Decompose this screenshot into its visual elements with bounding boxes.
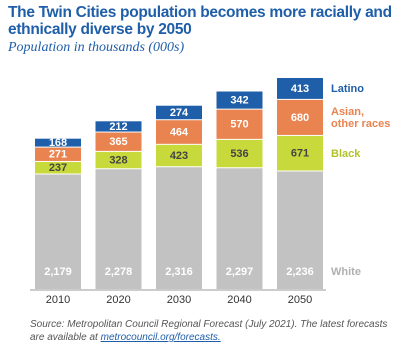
value-label: 464 — [170, 126, 189, 138]
x-tick-label: 2040 — [227, 294, 251, 306]
legend-label: Latino — [331, 82, 364, 95]
value-label: 2,278 — [105, 266, 133, 278]
bar-segment — [216, 168, 263, 289]
value-label: 2,297 — [226, 266, 254, 278]
value-label: 365 — [109, 136, 127, 148]
bar-segment — [277, 135, 323, 171]
bar-segment — [156, 167, 202, 289]
value-label: 237 — [49, 162, 67, 174]
bar-segment — [156, 144, 202, 167]
value-label: 2,316 — [165, 266, 193, 278]
bar-segment — [156, 105, 202, 120]
bar-segment — [277, 99, 323, 135]
bar-segment — [95, 132, 142, 151]
value-label: 342 — [230, 94, 248, 106]
bar-segment — [35, 174, 81, 289]
value-label: 570 — [230, 119, 248, 131]
chart-subtitle: Population in thousands (000s) — [8, 40, 185, 55]
value-label: 423 — [170, 150, 188, 162]
legend-label: White — [331, 266, 361, 278]
x-tick-label: 2050 — [288, 294, 312, 306]
value-label: 2,179 — [44, 266, 72, 278]
source-link[interactable]: metrocouncil.org/forecasts. — [100, 332, 221, 343]
value-label: 274 — [170, 107, 189, 119]
bar-segment — [95, 121, 142, 132]
value-label: 271 — [49, 149, 67, 161]
value-label: 212 — [109, 121, 127, 133]
bar-segment — [216, 109, 263, 139]
bar-segment — [277, 171, 323, 289]
bar-segment — [35, 147, 81, 161]
value-label: 680 — [291, 112, 309, 124]
value-label: 671 — [291, 148, 309, 160]
legend-label: Black — [331, 147, 361, 160]
x-tick-label: 2020 — [106, 294, 130, 306]
value-label: 2,236 — [286, 266, 314, 278]
source-text: Source: Metropolitan Council Regional Fo… — [30, 319, 388, 343]
bar-segment — [156, 120, 202, 144]
source-note: Source: Metropolitan Council Regional Fo… — [30, 318, 390, 344]
value-label: 168 — [49, 137, 67, 149]
bar-segment — [95, 169, 142, 289]
bar-segment — [35, 138, 81, 147]
bar-segment — [216, 139, 263, 168]
bar-segment — [95, 151, 142, 169]
legend-label: Asian, other races — [331, 105, 391, 130]
value-label: 328 — [109, 154, 127, 166]
bar-segment — [35, 161, 81, 174]
bar-segment — [277, 78, 323, 99]
value-label: 536 — [230, 148, 248, 160]
value-label: 413 — [291, 83, 309, 95]
bar-segment — [216, 91, 263, 109]
x-tick-label: 2010 — [46, 294, 70, 306]
chart-title: The Twin Cities population becomes more … — [8, 4, 392, 38]
x-tick-label: 2030 — [167, 294, 191, 306]
